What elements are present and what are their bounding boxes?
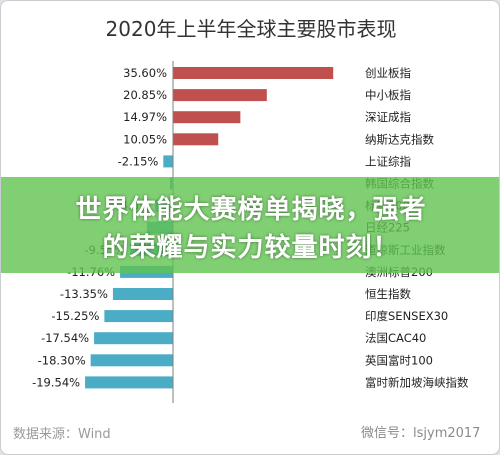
category-label: 法国CAC40 [365, 331, 426, 345]
value-label: -2.15% [118, 154, 159, 168]
category-label: 创业板指 [365, 66, 411, 80]
bar-13 [90, 354, 173, 367]
chart-title: 2020年上半年全球主要股市表现 [105, 17, 397, 41]
value-label: 35.60% [123, 66, 167, 80]
bar-11 [104, 310, 173, 323]
value-label: -13.35% [60, 287, 108, 301]
value-label: 20.85% [123, 88, 167, 102]
headline-banner: 世界体能大赛榜单揭晓，强者 的荣耀与实力较量时刻！ [1, 177, 499, 273]
bar-14 [85, 376, 173, 389]
category-label: 上证综指 [365, 154, 411, 168]
value-label: 14.97% [123, 110, 167, 124]
bar-3 [173, 133, 219, 146]
bar-12 [94, 332, 173, 345]
value-label: -18.30% [38, 353, 86, 367]
category-label: 恒生指数 [365, 287, 411, 301]
value-label: -17.54% [41, 331, 89, 345]
category-label: 印度SENSEX30 [365, 309, 448, 323]
value-label: -15.25% [51, 309, 99, 323]
headline-line-2: 的荣耀与实力较量时刻！ [102, 233, 400, 263]
category-label: 纳斯达克指数 [365, 132, 434, 146]
bar-0 [173, 67, 334, 79]
category-label: 英国富时100 [365, 353, 433, 367]
bar-2 [173, 111, 241, 124]
value-label: 10.05% [123, 132, 167, 146]
bar-4 [163, 155, 173, 168]
bar-1 [173, 89, 267, 102]
bar-10 [112, 288, 173, 300]
source-note: 数据来源：Wind [13, 427, 111, 442]
wechat-watermark: 微信号：lsjym2017 [361, 426, 481, 441]
headline-line-1: 世界体能大赛榜单揭晓，强者 [75, 195, 427, 225]
category-label: 深证成指 [365, 110, 411, 124]
category-label: 富时新加坡海峡指数 [365, 375, 469, 389]
category-label: 中小板指 [365, 88, 411, 102]
value-label: -19.54% [32, 375, 80, 389]
